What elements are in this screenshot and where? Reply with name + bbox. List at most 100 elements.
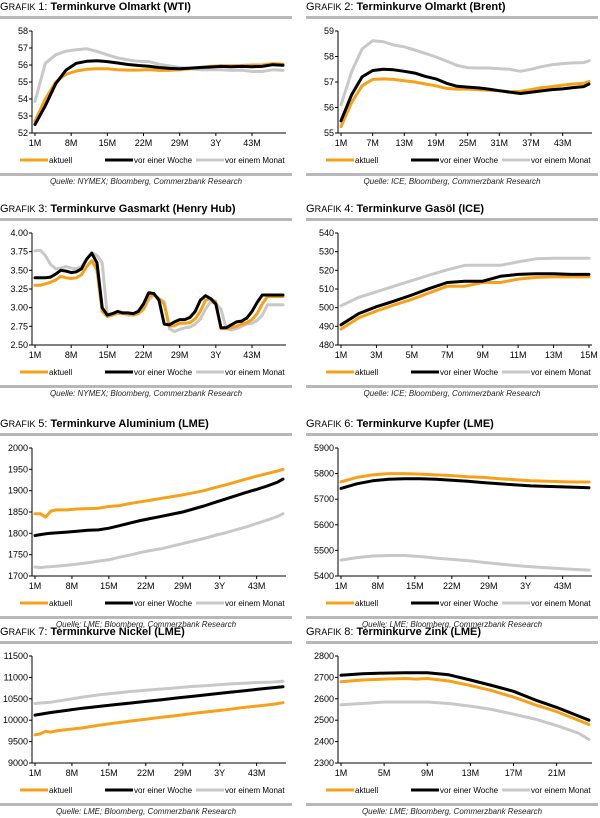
x-tick-label: 3Y [520,581,531,591]
x-tick-label: 29M [171,138,189,148]
x-tick-label: 11M [510,350,527,360]
chart-title-7: GRAFIK 7: Terminkurve Nickel (LME) [0,626,185,638]
series-line-vor-einem-monat [339,700,591,741]
x-tick-label: 43M [248,581,266,591]
x-tick-label: 1M [335,581,348,591]
legend-label-vor-einer-woche: vor einer Woche [440,599,499,608]
y-tick-label: 9500 [8,737,28,747]
x-tick-label: 1M [29,581,42,591]
x-tick-label: 22M [137,581,155,591]
grafik-label: GRAFIK [0,203,36,215]
y-tick-label: 520 [319,265,334,275]
legend-rule [0,173,292,176]
legend-label-vor-einem-monat: vor einem Monat [225,599,285,608]
x-tick-label: 22M [443,581,461,591]
legend-rule [306,616,598,619]
chart-panel-5: GRAFIK 5: Terminkurve Aluminium (LME) 17… [0,417,292,631]
legend-label-vor-einer-woche: vor einer Woche [440,786,499,795]
series-line-vor-einer-woche [33,477,285,537]
chart-3: 2.50 2.75 3.00 3.25 3.50 3.75 4.00 1M 8M 15M 22M 29… [10,228,286,377]
x-tick-label: 13M [396,138,414,148]
chart-title-5: GRAFIK 5: Terminkurve Aluminium (LME) [0,418,209,430]
series-line-vor-einer-woche [339,671,591,722]
legend-label-vor-einem-monat: vor einem Monat [225,368,285,377]
legend-label-aktuell: aktuell [49,368,72,377]
y-tick-label: 58 [18,26,28,36]
chart-title-4: GRAFIK 4: Terminkurve Gasöl (ICE) [306,203,485,215]
y-tick-label: 3.50 [10,265,28,275]
legend-label-aktuell: aktuell [49,599,72,608]
series-line-aktuell [33,467,285,519]
legend-label-aktuell: aktuell [355,156,378,165]
chart-8: 2300 2400 2500 2600 2700 2800 1M 5M 9M 13M 17M 21M a… [314,651,592,795]
x-tick-label: 37M [522,138,540,148]
chart-5: 1700 1750 1800 1850 1900 1950 2000 1M 8M 15M 22M 29… [8,443,286,608]
y-tick-label: 1850 [8,507,28,517]
legend-label-aktuell: aktuell [355,368,378,377]
series-line-aktuell [339,472,591,484]
legend-label-vor-einer-woche: vor einer Woche [134,786,193,795]
y-tick-label: 2.50 [10,340,28,350]
chart-title-3: GRAFIK 3: Terminkurve Gasmarkt (Henry Hu… [0,203,236,215]
x-tick-label: 3M [370,350,383,360]
x-tick-label: 9M [476,350,489,360]
legend-label-vor-einem-monat: vor einem Monat [531,156,591,165]
x-tick-label: 1M [29,138,42,148]
series-line-vor-einem-monat [339,39,591,107]
x-tick-label: 43M [243,350,261,360]
legend-label-vor-einer-woche: vor einer Woche [440,368,499,377]
x-tick-label: 29M [174,768,192,778]
y-tick-label: 55 [18,77,28,87]
grafik-label: GRAFIK [0,418,36,430]
chart-panel-7: GRAFIK 7: Terminkurve Nickel (LME) 9000 9… [0,625,292,818]
y-tick-label: 510 [319,284,334,294]
y-tick-label: 5500 [314,545,334,555]
x-tick-label: 22M [135,350,153,360]
series-line-aktuell [33,62,285,123]
x-tick-label: 1M [29,350,42,360]
chart-1: 52 53 54 55 56 57 58 1M 8M 15M 22M 29M 3Y 43M aktuell v… [18,26,286,165]
legend-rule [306,385,598,388]
x-tick-label: 29M [480,581,498,591]
x-tick-label: 15M [100,768,118,778]
y-tick-label: 1950 [8,464,28,474]
chart-panel-3: GRAFIK 3: Terminkurve Gasmarkt (Henry Hu… [0,202,292,400]
grafik-label: GRAFIK [306,203,342,215]
chart-source-6: Quelle: LME; Bloomberg, Commerzbank Rese… [361,620,543,629]
chart-panel-2: GRAFIK 2: Terminkurve Olmarkt (Brent) 55… [306,0,598,188]
y-tick-label: 5700 [314,494,334,504]
x-tick-label: 9M [421,768,434,778]
y-tick-label: 1800 [8,528,28,538]
series-line-vor-einer-woche [339,272,591,327]
y-tick-label: 52 [18,128,28,138]
y-tick-label: 59 [324,26,334,36]
y-tick-label: 2.75 [10,321,28,331]
y-tick-label: 56 [18,60,28,70]
x-tick-label: 19M [427,138,445,148]
chart-7: 9000 9500 10000 10500 11000 11500 1M 8M 15M 22M 29… [3,651,286,795]
y-tick-label: 2700 [314,672,334,682]
y-tick-label: 10000 [3,715,28,725]
y-tick-label: 540 [319,228,334,238]
y-tick-label: 3.75 [10,247,28,257]
legend-rule [306,173,598,176]
series-line-aktuell [33,701,285,737]
legend-label-aktuell: aktuell [49,786,72,795]
legend-label-aktuell: aktuell [355,786,378,795]
x-tick-label: 8M [66,768,79,778]
x-tick-label: 29M [171,350,189,360]
chart-source-4: Quelle: ICE; Bloomberg, Commerzbank Rese… [363,389,541,398]
y-tick-label: 54 [18,94,28,104]
grafik-label: GRAFIK [306,626,342,638]
y-tick-label: 4.00 [10,228,28,238]
y-tick-label: 530 [319,247,334,257]
chart-title-8: GRAFIK 8: Terminkurve Zink (LME) [306,626,482,638]
x-tick-label: 13M [545,350,563,360]
x-tick-label: 5M [406,350,419,360]
chart-panel-6: GRAFIK 6: Terminkurve Kupfer (LME) 5400 5… [306,417,598,631]
legend-rule [0,385,292,388]
grafik-label: GRAFIK [306,1,342,13]
chart-panel-4: GRAFIK 4: Terminkurve Gasöl (ICE) 480 490… [306,202,598,400]
y-tick-label: 3.25 [10,284,28,294]
y-tick-label: 2000 [8,443,28,453]
